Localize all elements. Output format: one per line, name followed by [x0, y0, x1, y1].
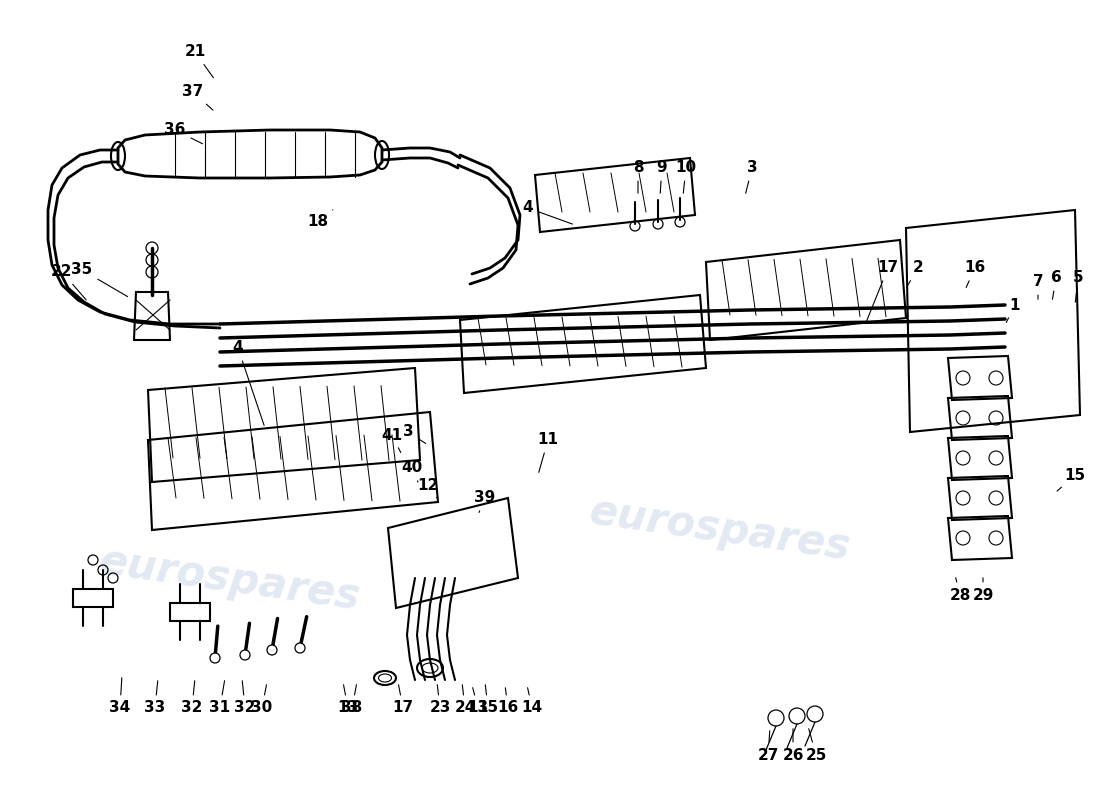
- Text: 12: 12: [417, 478, 439, 498]
- Text: 25: 25: [805, 729, 827, 762]
- Text: 4: 4: [522, 201, 572, 224]
- Text: 15: 15: [477, 685, 498, 715]
- Text: 9: 9: [657, 161, 668, 194]
- Text: 33: 33: [144, 681, 166, 715]
- Text: 13: 13: [338, 685, 359, 715]
- Text: 39: 39: [474, 490, 496, 513]
- Text: 26: 26: [782, 729, 804, 762]
- Text: 31: 31: [209, 681, 231, 715]
- Text: 23: 23: [429, 685, 451, 715]
- Text: 16: 16: [497, 688, 518, 715]
- Text: 36: 36: [164, 122, 202, 144]
- Text: 38: 38: [341, 685, 363, 715]
- Text: 17: 17: [393, 685, 414, 715]
- Text: 32: 32: [182, 681, 202, 715]
- Text: 21: 21: [185, 45, 213, 78]
- Text: 29: 29: [972, 578, 993, 602]
- Text: 27: 27: [757, 730, 779, 762]
- Text: 30: 30: [252, 685, 273, 715]
- Text: 1: 1: [1006, 298, 1021, 322]
- Text: 28: 28: [949, 578, 970, 602]
- Circle shape: [240, 650, 250, 660]
- Text: 34: 34: [109, 678, 131, 715]
- Text: 11: 11: [538, 433, 559, 472]
- Text: 2: 2: [906, 261, 923, 288]
- Text: 10: 10: [675, 161, 696, 194]
- Text: eurospares: eurospares: [97, 541, 363, 619]
- Text: 14: 14: [521, 688, 542, 715]
- Text: 18: 18: [307, 210, 333, 230]
- Text: 22: 22: [52, 265, 86, 300]
- Text: 3: 3: [403, 425, 426, 443]
- Text: 17: 17: [866, 261, 899, 322]
- Text: 6: 6: [1050, 270, 1062, 299]
- Text: 7: 7: [1033, 274, 1043, 299]
- Text: 41: 41: [382, 427, 403, 453]
- Text: 24: 24: [454, 685, 475, 715]
- Text: eurospares: eurospares: [586, 491, 854, 569]
- Circle shape: [210, 653, 220, 663]
- Circle shape: [295, 643, 305, 653]
- Text: 13: 13: [468, 688, 488, 715]
- Text: 40: 40: [402, 461, 422, 482]
- Text: 16: 16: [965, 261, 986, 287]
- Text: 8: 8: [632, 161, 644, 194]
- Text: 15: 15: [1057, 467, 1086, 491]
- Circle shape: [267, 645, 277, 655]
- Text: 5: 5: [1072, 270, 1084, 302]
- Text: 37: 37: [183, 85, 213, 110]
- Text: 32: 32: [234, 681, 255, 715]
- Text: 35: 35: [72, 262, 128, 297]
- Text: 4: 4: [233, 341, 264, 426]
- Text: 3: 3: [746, 161, 757, 194]
